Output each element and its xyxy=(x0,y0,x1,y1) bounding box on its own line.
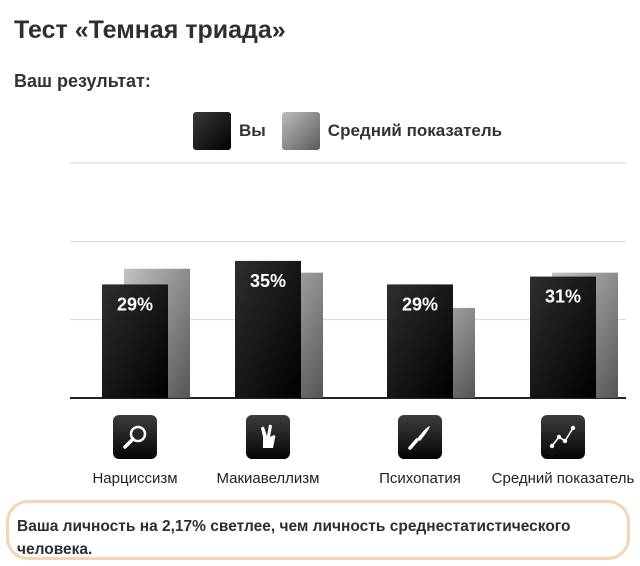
line-graph-icon xyxy=(541,415,585,459)
bar-data-label: 31% xyxy=(545,287,581,307)
crossed-fingers-icon xyxy=(246,415,290,459)
result-summary: Ваша личность на 2,17% светлее, чем личн… xyxy=(6,500,630,560)
bar-you xyxy=(530,276,596,398)
magnifier-icon xyxy=(113,415,157,459)
result-heading: Ваш результат: xyxy=(14,71,151,91)
bar-you xyxy=(102,284,168,398)
bar-you xyxy=(387,284,453,398)
legend-label-average: Средний показатель xyxy=(327,121,503,140)
page-title: Тест «Темная триада» xyxy=(14,16,286,44)
category-label: Нарциссизм xyxy=(92,470,178,487)
category-label: Макиавеллизм xyxy=(216,470,320,487)
bar-data-label: 29% xyxy=(402,294,438,314)
legend-swatch-average xyxy=(281,112,320,150)
bar-you xyxy=(235,260,301,398)
bar-chart: 29% 35% 29% 31% xyxy=(70,162,626,399)
knife-icon xyxy=(398,415,442,459)
bar-data-label: 29% xyxy=(117,294,153,314)
legend-swatch-you xyxy=(193,112,231,150)
bar-data-label: 35% xyxy=(250,271,286,291)
category-label: Психопатия xyxy=(379,470,461,487)
category-label: Средний показатель xyxy=(491,470,635,487)
chart-legend: Вы Средний показатель xyxy=(193,111,502,151)
legend-label-you: Вы xyxy=(239,121,266,140)
